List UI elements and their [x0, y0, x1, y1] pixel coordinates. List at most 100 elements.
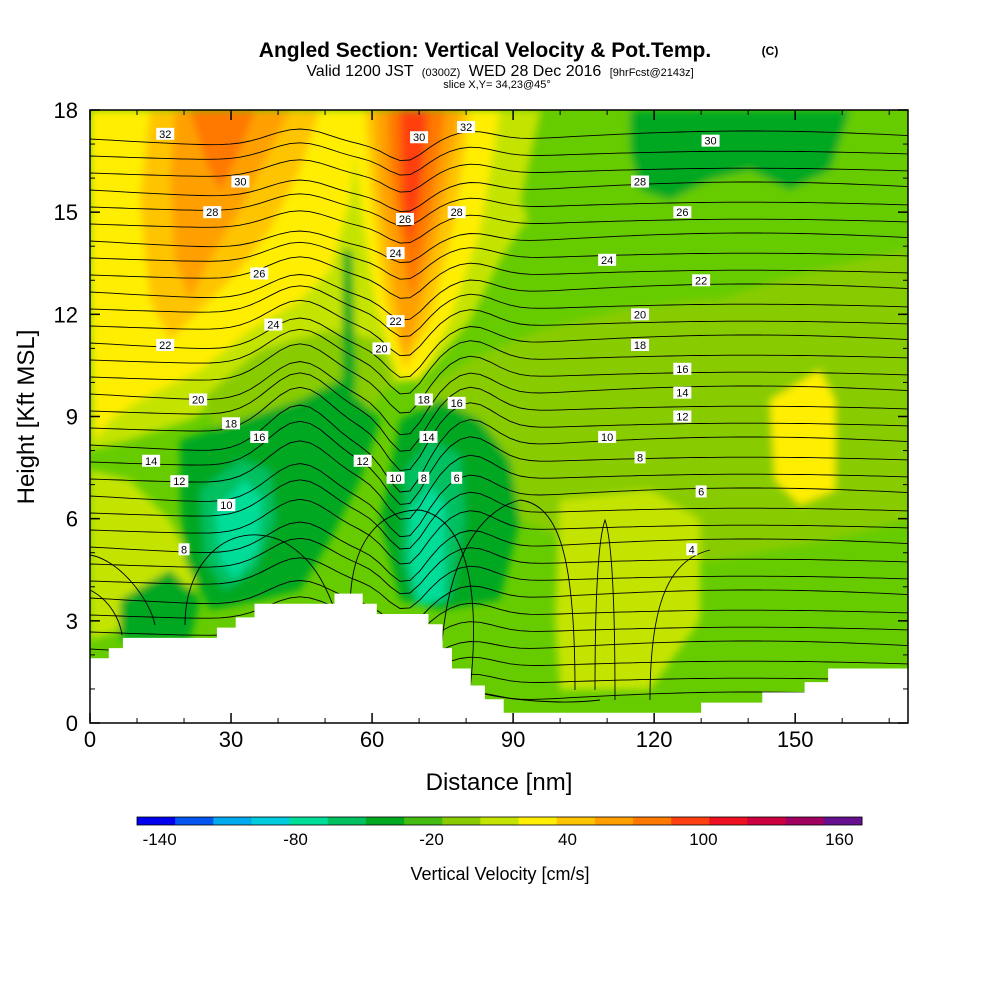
contour-label-text: 24	[601, 255, 613, 267]
contour-label-text: 12	[173, 476, 185, 488]
contour-label: 32	[156, 127, 175, 141]
contour-label-box	[156, 127, 175, 140]
fill-lower-left-dark-green	[120, 570, 200, 640]
y-tick-label: 12	[54, 302, 78, 327]
contour-label: 24	[386, 247, 405, 260]
contour-label-box	[142, 454, 161, 467]
contour-label-box	[250, 267, 269, 280]
contour-label-text: 24	[389, 248, 401, 260]
y-tick-label: 0	[66, 711, 78, 736]
fill-stripe-dark-green	[342, 250, 356, 430]
colorbar-frame	[136, 816, 863, 826]
contour-label-text: 32	[159, 129, 171, 141]
isentrope-line	[90, 404, 908, 493]
contour-label: 10	[598, 430, 617, 444]
isentrope-line	[90, 299, 908, 357]
contour-label: 16	[673, 362, 692, 376]
isentrope-lines	[90, 128, 908, 723]
x-tick-label: 30	[219, 727, 243, 752]
colorbar-swatch	[747, 817, 787, 825]
contour-label-text: 28	[451, 207, 463, 219]
contour-label-text: 18	[225, 418, 237, 430]
isentrope-line	[90, 596, 908, 639]
contour-label-text: 10	[220, 500, 232, 512]
contour-label-text: 26	[253, 268, 265, 280]
slice-label: slice X,Y= 34,23@45°	[443, 79, 551, 91]
isentrope-line	[90, 498, 908, 565]
title-unit: (C)	[762, 44, 779, 58]
contour-label-text: 10	[389, 473, 401, 485]
colorbar-tick-label: -20	[419, 830, 444, 849]
contour-label: 32	[457, 121, 476, 134]
contour-label: 20	[631, 308, 650, 321]
colorbar-swatch	[213, 817, 252, 825]
contour-label: 28	[631, 175, 650, 189]
contour-label: 26	[673, 206, 692, 219]
contour-label-text: 22	[159, 340, 171, 352]
colorbar-tick-label: -80	[283, 830, 308, 849]
contour-label-text: 8	[637, 452, 643, 464]
colorbar-swatch	[289, 817, 329, 825]
colorbar-swatch	[480, 817, 520, 825]
velocity-fill	[90, 110, 908, 723]
isentrope-line	[90, 521, 908, 582]
contour-label-box	[701, 134, 720, 147]
contour-label: 14	[419, 430, 438, 444]
contour-label-text: 20	[375, 343, 387, 355]
contour-label-box	[631, 175, 650, 188]
plot-area: 32 30 28 26 24 22 20 18 16 14 12 10 8 32 30 28 26 24 22 20 1…	[90, 110, 908, 723]
contour-label: 14	[142, 454, 161, 468]
contour-label-text: 16	[676, 364, 688, 376]
contour-label: 30	[701, 134, 720, 148]
valid-date: WED 28 Dec 2016	[469, 63, 602, 80]
contour-label-text: 30	[704, 136, 716, 148]
contour-label: 6	[695, 485, 707, 498]
velocity-contour	[90, 589, 123, 636]
valid-forecast: [9hrFcst@2143z]	[610, 67, 694, 79]
contour-label-text: 12	[676, 412, 688, 424]
contour-label: 8	[634, 451, 646, 464]
contour-label-box	[222, 417, 241, 430]
contour-label-box	[250, 430, 269, 443]
isentrope-line	[90, 159, 908, 193]
contour-label: 18	[222, 417, 241, 430]
isentrope-line	[90, 179, 908, 213]
contour-label-text: 18	[418, 394, 430, 406]
contour-label-box	[178, 543, 190, 556]
contour-label: 28	[447, 206, 466, 219]
contour-label-text: 30	[234, 177, 246, 189]
velocity-contour	[594, 518, 616, 701]
contour-label-text: 32	[460, 122, 472, 134]
contour-label-text: 14	[676, 388, 688, 400]
isentrope-line	[90, 317, 908, 378]
y-tick-label: 6	[66, 507, 78, 532]
contour-label-text: 26	[676, 207, 688, 219]
contour-label-box	[386, 247, 405, 260]
colorbar-swatch	[404, 817, 443, 825]
contour-label: 18	[631, 338, 650, 352]
contour-label-text: 20	[634, 309, 646, 321]
colorbar-tick-label: 160	[825, 830, 853, 849]
contour-label-text: 24	[267, 320, 279, 332]
contour-label: 6	[451, 471, 463, 485]
x-tick-label: 90	[501, 727, 525, 752]
contour-labels: 32 30 28 26 24 22 20 18 16 14 12 10 8 32 30 28 26 24 22 20 1…	[142, 121, 720, 556]
valid-line: Valid 1200 JST (0300Z) WED 28 Dec 2016 […	[306, 63, 693, 80]
colorbar-swatch	[175, 817, 214, 825]
isentrope-line	[90, 440, 908, 520]
contour-label-text: 14	[422, 432, 434, 444]
isentrope-line	[90, 128, 908, 162]
contour-label-text: 8	[421, 473, 427, 485]
valid-utc: (0300Z)	[422, 67, 461, 79]
contour-label-box	[372, 342, 391, 355]
contour-label-text: 4	[689, 544, 695, 556]
contour-label-box	[170, 475, 189, 488]
contour-label-box	[673, 206, 692, 219]
fill-left-red-orange	[190, 110, 255, 190]
contour-label: 10	[217, 499, 236, 512]
colorbar-swatch	[556, 817, 596, 825]
isentrope-line	[90, 343, 908, 414]
contour-label: 20	[189, 393, 208, 406]
contour-label-box	[634, 451, 646, 464]
isentrope-line	[90, 230, 908, 264]
